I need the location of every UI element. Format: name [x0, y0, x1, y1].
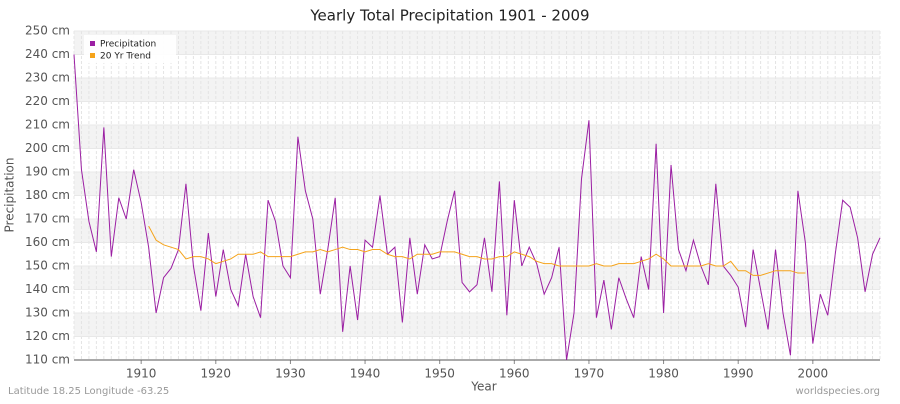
series-line: [148, 225, 806, 276]
y-tick-label: 210 cm: [25, 118, 70, 132]
y-tick-label: 250 cm: [25, 24, 70, 38]
footer-right: worldspecies.org: [796, 386, 880, 397]
y-tick-label: 110 cm: [25, 353, 70, 367]
legend-swatch: [90, 41, 95, 46]
x-tick-label: 1980: [648, 367, 679, 381]
x-tick-label: 1990: [723, 367, 754, 381]
y-tick-label: 130 cm: [25, 306, 70, 320]
x-tick-label: 1960: [499, 367, 530, 381]
legend-swatch: [90, 53, 95, 58]
y-tick-label: 200 cm: [25, 141, 70, 155]
y-tick-label: 240 cm: [25, 47, 70, 61]
x-axis-label: Year: [470, 380, 496, 394]
y-tick-label: 150 cm: [25, 259, 70, 273]
legend-label: 20 Yr Trend: [100, 52, 151, 62]
y-axis-label: Precipitation: [3, 157, 17, 232]
y-tick-label: 230 cm: [25, 71, 70, 85]
y-tick-label: 140 cm: [25, 282, 70, 296]
legend-box: [84, 35, 176, 63]
x-tick-label: 1930: [275, 367, 306, 381]
y-tick-label: 220 cm: [25, 94, 70, 108]
x-tick-label: 1970: [574, 367, 605, 381]
x-tick-label: 1940: [350, 367, 381, 381]
x-tick-label: 1910: [126, 367, 157, 381]
y-tick-label: 170 cm: [25, 212, 70, 226]
legend-label: Precipitation: [100, 40, 156, 50]
x-tick-label: 1950: [424, 367, 455, 381]
chart-title: Yearly Total Precipitation 1901 - 2009: [309, 7, 589, 25]
plot-area: [73, 30, 881, 361]
y-tick-label: 190 cm: [25, 165, 70, 179]
y-tick-label: 180 cm: [25, 188, 70, 202]
y-tick-label: 160 cm: [25, 235, 70, 249]
series-line: [73, 54, 881, 361]
footer-left: Latitude 18.25 Longitude -63.25: [8, 386, 169, 397]
y-tick-label: 120 cm: [25, 329, 70, 343]
x-tick-label: 1920: [201, 367, 232, 381]
x-tick-label: 2000: [798, 367, 829, 381]
